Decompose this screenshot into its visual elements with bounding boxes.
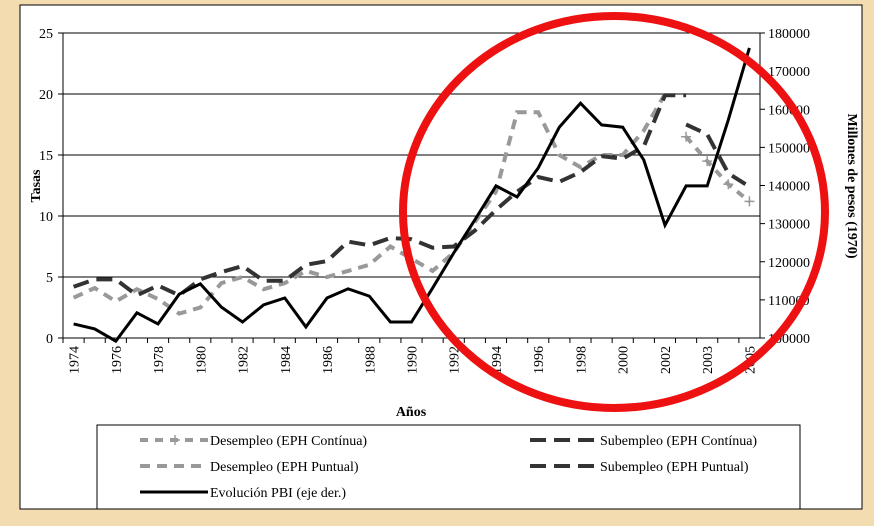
y-axis-title: Tasas — [29, 169, 44, 203]
series-marker — [702, 156, 713, 167]
x-tick-label: 1978 — [152, 346, 167, 374]
legend-label: Desempleo (EPH Contínua) — [210, 434, 367, 449]
series-marker — [681, 131, 692, 142]
y2-tick-label: 180000 — [768, 27, 810, 42]
x-tick-label: 2002 — [659, 346, 674, 374]
y2-tick-label: 130000 — [768, 218, 810, 233]
x-tick-label: 1998 — [574, 346, 589, 374]
x-tick-label: 2003 — [701, 346, 716, 374]
y-tick-label: 15 — [39, 149, 53, 164]
legend-marker — [170, 435, 180, 445]
y-tick-label: 0 — [46, 332, 53, 347]
y2-tick-label: 150000 — [768, 141, 810, 156]
y-tick-label: 20 — [39, 88, 53, 103]
y-tick-label: 5 — [46, 271, 53, 286]
y2-tick-label: 170000 — [768, 65, 810, 80]
x-axis-title: Años — [396, 405, 427, 420]
x-tick-label: 1992 — [448, 346, 463, 374]
x-tick-label: 1988 — [363, 346, 378, 374]
x-tick-label: 1982 — [237, 346, 252, 374]
x-tick-label: 1994 — [490, 346, 505, 374]
series-line — [684, 135, 751, 203]
series-line — [72, 92, 667, 316]
legend-label: Evolución PBI (eje der.) — [210, 486, 346, 501]
series-line — [73, 47, 751, 344]
y-tick-label: 25 — [39, 27, 53, 42]
x-tick-label: 1990 — [406, 346, 421, 374]
series-line — [685, 122, 751, 189]
x-tick-label: 1976 — [110, 346, 125, 374]
legend-label: Subempleo (EPH Contínua) — [600, 434, 757, 449]
legend-label: Desempleo (EPH Puntual) — [210, 460, 359, 475]
y2-tick-label: 120000 — [768, 256, 810, 271]
series-line — [72, 93, 687, 298]
y2-tick-label: 140000 — [768, 180, 810, 195]
x-tick-label: 1984 — [279, 346, 294, 374]
x-tick-label: 1974 — [68, 346, 83, 374]
highlight-circle — [399, 12, 829, 412]
series-marker — [744, 196, 755, 207]
x-tick-label: 1986 — [321, 346, 336, 374]
series-marker — [723, 179, 734, 190]
legend — [96, 424, 801, 510]
legend-label: Subempleo (EPH Puntual) — [600, 460, 749, 475]
x-tick-label: 1980 — [194, 346, 209, 374]
x-tick-label: 2000 — [617, 346, 632, 374]
y2-axis-title: Millones de pesos (1970) — [844, 113, 859, 258]
y-tick-label: 10 — [39, 210, 53, 225]
x-tick-label: 1996 — [532, 346, 547, 374]
